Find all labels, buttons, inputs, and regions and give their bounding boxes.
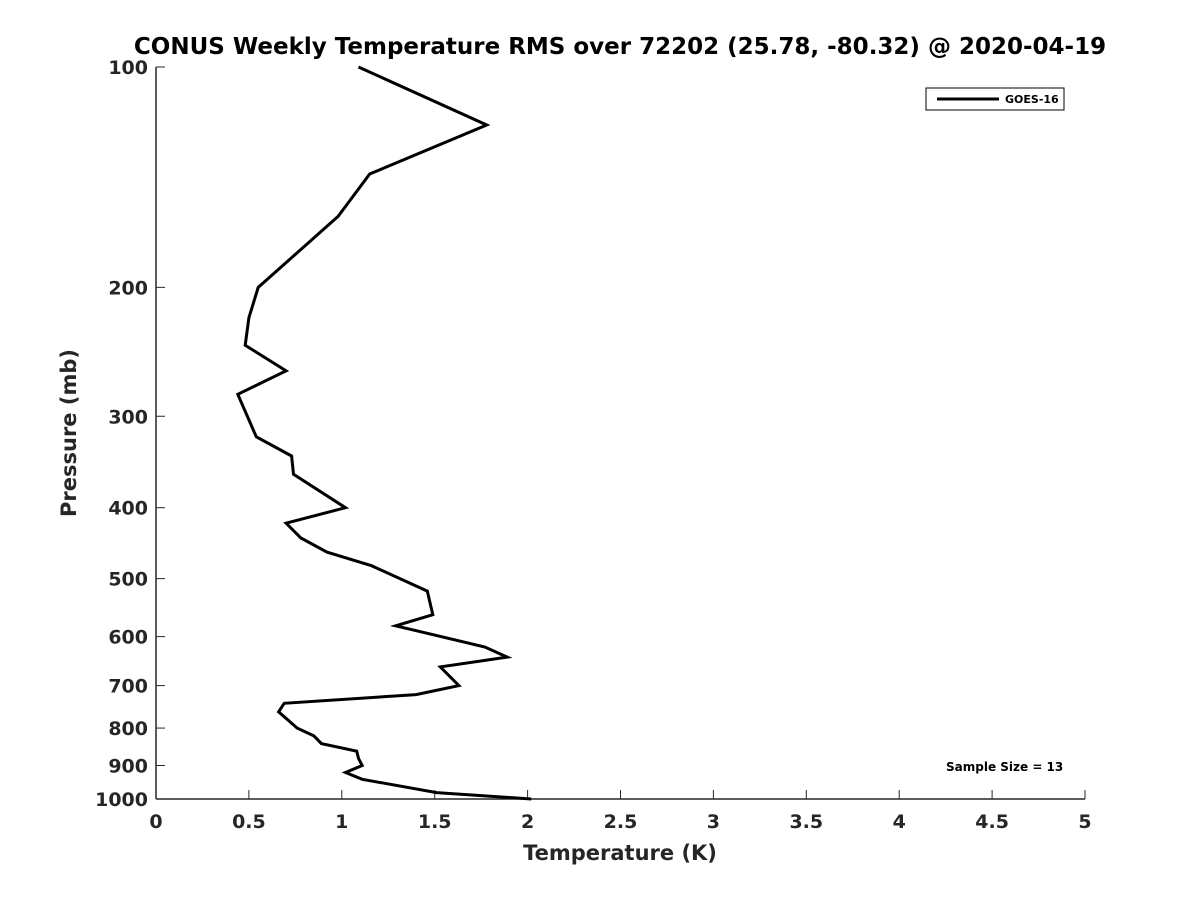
y-tick-label: 200 <box>108 277 148 299</box>
x-axis-label: Temperature (K) <box>523 841 717 865</box>
x-tick-label: 5 <box>1078 811 1091 833</box>
series-line-goes-16 <box>238 67 532 799</box>
chart-title: CONUS Weekly Temperature RMS over 72202 … <box>134 34 1106 60</box>
y-tick-label: 1000 <box>95 789 148 811</box>
y-tick-label: 700 <box>108 676 148 698</box>
y-tick-label: 300 <box>108 406 148 428</box>
x-tick-label: 0 <box>149 811 162 833</box>
x-tick-label: 3.5 <box>789 811 823 833</box>
x-tick-label: 1 <box>335 811 348 833</box>
y-axis-label: Pressure (mb) <box>57 349 81 517</box>
y-tick-label: 100 <box>108 57 148 79</box>
x-tick-label: 2 <box>521 811 534 833</box>
x-tick-label: 0.5 <box>232 811 266 833</box>
y-tick-label: 800 <box>108 718 148 740</box>
y-tick-label: 400 <box>108 498 148 520</box>
y-tick-label: 900 <box>108 756 148 778</box>
x-tick-label: 1.5 <box>418 811 452 833</box>
y-tick-label: 500 <box>108 569 148 591</box>
x-tick-label: 4 <box>893 811 906 833</box>
y-tick-label: 600 <box>108 627 148 649</box>
sample-size-annotation: Sample Size = 13 <box>946 760 1063 774</box>
axes: 0 0.5 1 1.5 2 2.5 3 3.5 4 4.5 5 100 200 300 400 500 600 7… <box>95 57 1092 833</box>
x-tick-label: 2.5 <box>604 811 638 833</box>
series-layer <box>238 67 532 799</box>
legend: GOES-16 <box>926 88 1064 110</box>
legend-entry-goes-16: GOES-16 <box>1005 93 1059 106</box>
x-tick-label: 4.5 <box>975 811 1009 833</box>
x-tick-label: 3 <box>707 811 720 833</box>
